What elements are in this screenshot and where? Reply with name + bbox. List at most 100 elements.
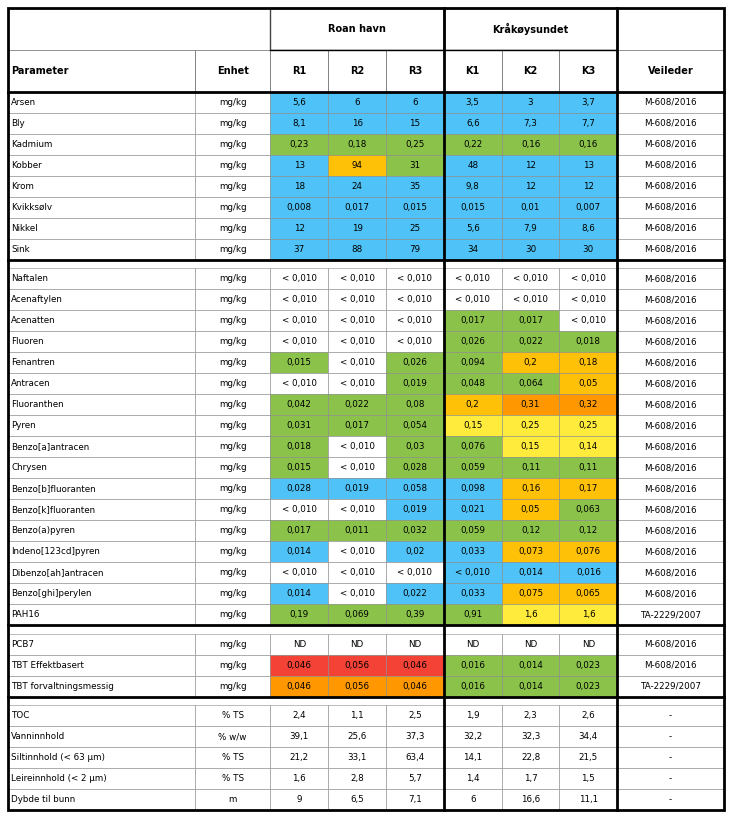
Bar bbox=[328, 394, 386, 416]
Text: 0,015: 0,015 bbox=[287, 463, 312, 472]
Text: 0,046: 0,046 bbox=[403, 681, 427, 690]
Text: PAH16: PAH16 bbox=[11, 610, 40, 619]
Text: M-608/2016: M-608/2016 bbox=[644, 463, 697, 472]
Bar bbox=[8, 768, 195, 789]
Text: Dybde til bunn: Dybde til bunn bbox=[11, 795, 75, 804]
Bar bbox=[195, 331, 270, 353]
Text: 12: 12 bbox=[525, 182, 536, 191]
Text: PCB7: PCB7 bbox=[11, 640, 34, 649]
Bar bbox=[444, 218, 501, 239]
Bar bbox=[559, 726, 617, 747]
Text: < 0,010: < 0,010 bbox=[282, 274, 317, 283]
Text: 6,5: 6,5 bbox=[350, 795, 364, 804]
Text: mg/kg: mg/kg bbox=[219, 681, 247, 690]
Text: M-608/2016: M-608/2016 bbox=[644, 98, 697, 107]
Text: 0,11: 0,11 bbox=[521, 463, 540, 472]
Bar bbox=[8, 113, 195, 134]
Bar bbox=[328, 457, 386, 479]
Bar bbox=[559, 499, 617, 520]
Bar bbox=[270, 416, 328, 436]
Bar bbox=[328, 562, 386, 583]
Bar bbox=[444, 92, 501, 113]
Bar bbox=[559, 218, 617, 239]
Bar bbox=[386, 479, 444, 499]
Bar bbox=[270, 676, 328, 697]
Text: 0,065: 0,065 bbox=[576, 589, 601, 598]
Bar bbox=[8, 789, 195, 810]
Bar bbox=[444, 239, 501, 260]
Bar bbox=[444, 789, 501, 810]
Text: 0,25: 0,25 bbox=[521, 421, 540, 430]
Text: 94: 94 bbox=[351, 161, 362, 170]
Bar bbox=[559, 373, 617, 394]
Text: mg/kg: mg/kg bbox=[219, 443, 247, 452]
Bar bbox=[270, 8, 444, 50]
Bar bbox=[501, 542, 559, 562]
Text: 0,046: 0,046 bbox=[287, 661, 312, 670]
Text: 0,042: 0,042 bbox=[287, 400, 312, 409]
Bar bbox=[559, 268, 617, 290]
Text: m: m bbox=[228, 795, 236, 804]
Bar bbox=[270, 520, 328, 542]
Text: M-608/2016: M-608/2016 bbox=[644, 295, 697, 304]
Bar bbox=[559, 768, 617, 789]
Bar bbox=[195, 789, 270, 810]
Text: 0,17: 0,17 bbox=[579, 484, 598, 493]
Text: 0,094: 0,094 bbox=[460, 358, 485, 367]
Text: Parameter: Parameter bbox=[11, 66, 69, 76]
Text: mg/kg: mg/kg bbox=[219, 274, 247, 283]
Text: < 0,010: < 0,010 bbox=[340, 380, 375, 389]
Bar bbox=[501, 747, 559, 768]
Bar bbox=[501, 290, 559, 310]
Text: Chrysen: Chrysen bbox=[11, 463, 47, 472]
Text: 0,023: 0,023 bbox=[576, 661, 601, 670]
Bar bbox=[8, 479, 195, 499]
Text: 1,4: 1,4 bbox=[466, 774, 479, 783]
Bar bbox=[617, 239, 724, 260]
Text: < 0,010: < 0,010 bbox=[340, 337, 375, 346]
Bar bbox=[8, 373, 195, 394]
Bar bbox=[8, 583, 195, 605]
Text: K1: K1 bbox=[466, 66, 480, 76]
Text: M-608/2016: M-608/2016 bbox=[644, 506, 697, 515]
Text: 0,033: 0,033 bbox=[460, 589, 485, 598]
Text: Roan havn: Roan havn bbox=[328, 24, 386, 34]
Text: 0,018: 0,018 bbox=[287, 443, 312, 452]
Text: 0,033: 0,033 bbox=[460, 547, 485, 556]
Bar bbox=[559, 542, 617, 562]
Text: 8,6: 8,6 bbox=[581, 224, 595, 233]
Text: 0,019: 0,019 bbox=[403, 380, 427, 389]
Text: % TS: % TS bbox=[222, 774, 244, 783]
Bar bbox=[444, 457, 501, 479]
Text: 33,1: 33,1 bbox=[348, 753, 367, 762]
Text: mg/kg: mg/kg bbox=[219, 317, 247, 326]
Bar bbox=[270, 705, 328, 726]
Bar bbox=[617, 290, 724, 310]
Bar bbox=[328, 789, 386, 810]
Bar bbox=[270, 634, 328, 654]
Text: 2,6: 2,6 bbox=[581, 711, 595, 720]
Text: < 0,010: < 0,010 bbox=[397, 337, 433, 346]
Bar bbox=[195, 768, 270, 789]
Bar bbox=[386, 310, 444, 331]
Text: Bly: Bly bbox=[11, 119, 25, 128]
Text: K2: K2 bbox=[523, 66, 538, 76]
Text: Benzo[a]antracen: Benzo[a]antracen bbox=[11, 443, 89, 452]
Text: 1,6: 1,6 bbox=[293, 774, 306, 783]
Bar bbox=[501, 562, 559, 583]
Text: < 0,010: < 0,010 bbox=[282, 295, 317, 304]
Text: 48: 48 bbox=[467, 161, 478, 170]
Text: M-608/2016: M-608/2016 bbox=[644, 358, 697, 367]
Bar bbox=[328, 373, 386, 394]
Bar bbox=[559, 197, 617, 218]
Bar bbox=[195, 705, 270, 726]
Text: mg/kg: mg/kg bbox=[219, 224, 247, 233]
Text: TBT forvaltningsmessig: TBT forvaltningsmessig bbox=[11, 681, 114, 690]
Bar bbox=[386, 197, 444, 218]
Bar bbox=[8, 268, 195, 290]
Text: % TS: % TS bbox=[222, 753, 244, 762]
Text: < 0,010: < 0,010 bbox=[340, 569, 375, 578]
Text: Benzo[b]fluoranten: Benzo[b]fluoranten bbox=[11, 484, 96, 493]
Text: -: - bbox=[669, 795, 672, 804]
Text: mg/kg: mg/kg bbox=[219, 182, 247, 191]
